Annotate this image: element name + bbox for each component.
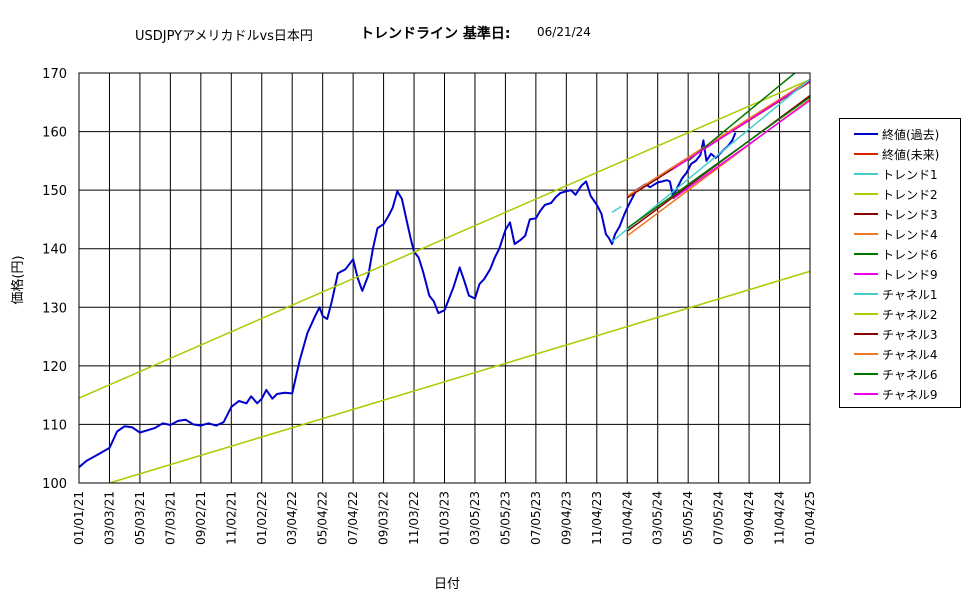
x-tick-label: 05/05/24 bbox=[681, 491, 695, 545]
legend-label: チャネル6 bbox=[882, 368, 938, 382]
chart-subtitle: トレンドライン 基準日: bbox=[360, 26, 511, 42]
legend-item: チャネル1 bbox=[840, 285, 960, 303]
legend-item: トレンド9 bbox=[840, 265, 960, 283]
legend-item: チャネル4 bbox=[840, 345, 960, 363]
series-line-2 bbox=[611, 205, 622, 214]
x-tick-label: 03/05/24 bbox=[651, 491, 665, 545]
x-tick-label: 07/05/24 bbox=[712, 491, 726, 545]
legend-label: チャネル3 bbox=[882, 328, 938, 342]
x-tick-label: 01/04/25 bbox=[803, 491, 817, 545]
legend-swatch bbox=[854, 233, 878, 235]
x-tick-label: 03/05/23 bbox=[468, 491, 482, 545]
y-tick-label: 130 bbox=[42, 301, 67, 316]
legend-item: 終値(過去) bbox=[840, 125, 960, 143]
x-tick-label: 11/02/21 bbox=[224, 491, 238, 545]
legend-swatch bbox=[854, 253, 878, 255]
legend-swatch bbox=[854, 333, 878, 335]
legend: 終値(過去) 終値(未来) トレンド1 トレンド2 トレンド3 トレンド4 トレンド6 トレン… bbox=[839, 118, 961, 408]
x-tick-label: 11/03/22 bbox=[407, 491, 421, 545]
legend-swatch bbox=[854, 133, 878, 135]
x-tick-label: 05/04/22 bbox=[316, 491, 330, 545]
legend-swatch bbox=[854, 193, 878, 195]
legend-swatch bbox=[854, 313, 878, 315]
legend-label: チャネル4 bbox=[882, 348, 938, 362]
legend-swatch bbox=[854, 353, 878, 355]
x-axis-label: 日付 bbox=[434, 577, 460, 592]
series-line-3 bbox=[79, 78, 810, 399]
legend-label: トレンド9 bbox=[882, 268, 938, 282]
legend-swatch bbox=[854, 173, 878, 175]
legend-label: トレンド6 bbox=[882, 248, 938, 262]
base-date: 06/21/24 bbox=[537, 25, 591, 39]
x-tick-label: 05/05/23 bbox=[498, 491, 512, 545]
chart-title: USDJPYアメリカドルvs日本円 bbox=[135, 29, 313, 44]
x-tick-label: 03/03/21 bbox=[102, 491, 116, 545]
legend-item: トレンド1 bbox=[840, 165, 960, 183]
legend-swatch bbox=[854, 373, 878, 375]
legend-item: チャネル6 bbox=[840, 365, 960, 383]
legend-item: チャネル3 bbox=[840, 325, 960, 343]
y-tick-label: 150 bbox=[42, 184, 67, 199]
legend-label: トレンド2 bbox=[882, 188, 938, 202]
y-tick-label: 160 bbox=[42, 126, 67, 141]
legend-item: トレンド3 bbox=[840, 205, 960, 223]
series-line-12 bbox=[626, 96, 810, 229]
legend-item: トレンド4 bbox=[840, 225, 960, 243]
x-tick-label: 09/04/23 bbox=[559, 491, 573, 545]
legend-item: トレンド6 bbox=[840, 245, 960, 263]
legend-label: チャネル2 bbox=[882, 308, 938, 322]
legend-label: チャネル9 bbox=[882, 388, 938, 402]
legend-label: トレンド3 bbox=[882, 208, 938, 222]
x-tick-labels: 01/01/21 03/03/21 05/03/21 07/03/21 09/02/21… bbox=[72, 491, 817, 545]
x-tick-label: 09/02/21 bbox=[194, 491, 208, 545]
legend-label: 終値(未来) bbox=[882, 148, 940, 162]
series-line-11 bbox=[626, 98, 810, 237]
x-tick-label: 01/02/22 bbox=[255, 491, 269, 545]
series-lines bbox=[79, 73, 810, 483]
y-tick-label: 170 bbox=[42, 67, 67, 82]
x-tick-label: 09/03/22 bbox=[377, 491, 391, 545]
legend-swatch bbox=[854, 273, 878, 275]
x-tick-label: 01/01/21 bbox=[72, 491, 86, 545]
legend-item: トレンド2 bbox=[840, 185, 960, 203]
x-tick-label: 01/04/24 bbox=[620, 491, 634, 545]
series-line-9 bbox=[109, 270, 810, 483]
series-line-5 bbox=[626, 78, 810, 197]
legend-label: チャネル1 bbox=[882, 288, 938, 302]
legend-swatch bbox=[854, 293, 878, 295]
y-tick-label: 120 bbox=[42, 360, 67, 375]
legend-swatch bbox=[854, 153, 878, 155]
x-tick-label: 11/04/23 bbox=[590, 491, 604, 545]
series-line-0 bbox=[79, 132, 737, 468]
y-tick-labels: 100 110 120 130 140 150 160 170 bbox=[42, 67, 67, 492]
x-tick-label: 09/04/24 bbox=[742, 491, 756, 545]
legend-label: 終値(過去) bbox=[882, 128, 940, 142]
legend-item: 終値(未来) bbox=[840, 145, 960, 163]
x-tick-label: 07/04/22 bbox=[346, 491, 360, 545]
legend-swatch bbox=[854, 393, 878, 395]
y-tick-label: 100 bbox=[42, 477, 67, 492]
x-tick-label: 01/03/23 bbox=[438, 491, 452, 545]
legend-label: トレンド4 bbox=[882, 228, 938, 242]
x-tick-label: 05/03/21 bbox=[133, 491, 147, 545]
legend-item: チャネル9 bbox=[840, 385, 960, 403]
x-tick-label: 03/04/22 bbox=[285, 491, 299, 545]
series-line-8 bbox=[611, 78, 810, 243]
legend-swatch bbox=[854, 213, 878, 215]
y-tick-label: 110 bbox=[42, 418, 67, 433]
x-tick-label: 11/04/24 bbox=[773, 491, 787, 545]
y-tick-label: 140 bbox=[42, 243, 67, 258]
y-axis-label: 価格(円) bbox=[10, 255, 26, 304]
series-line-13 bbox=[672, 99, 810, 200]
legend-label: トレンド1 bbox=[882, 168, 938, 182]
legend-item: チャネル2 bbox=[840, 305, 960, 323]
plot-frame bbox=[78, 72, 811, 484]
series-line-6 bbox=[687, 73, 796, 162]
x-tick-label: 07/03/21 bbox=[163, 491, 177, 545]
x-tick-label: 07/05/23 bbox=[529, 491, 543, 545]
